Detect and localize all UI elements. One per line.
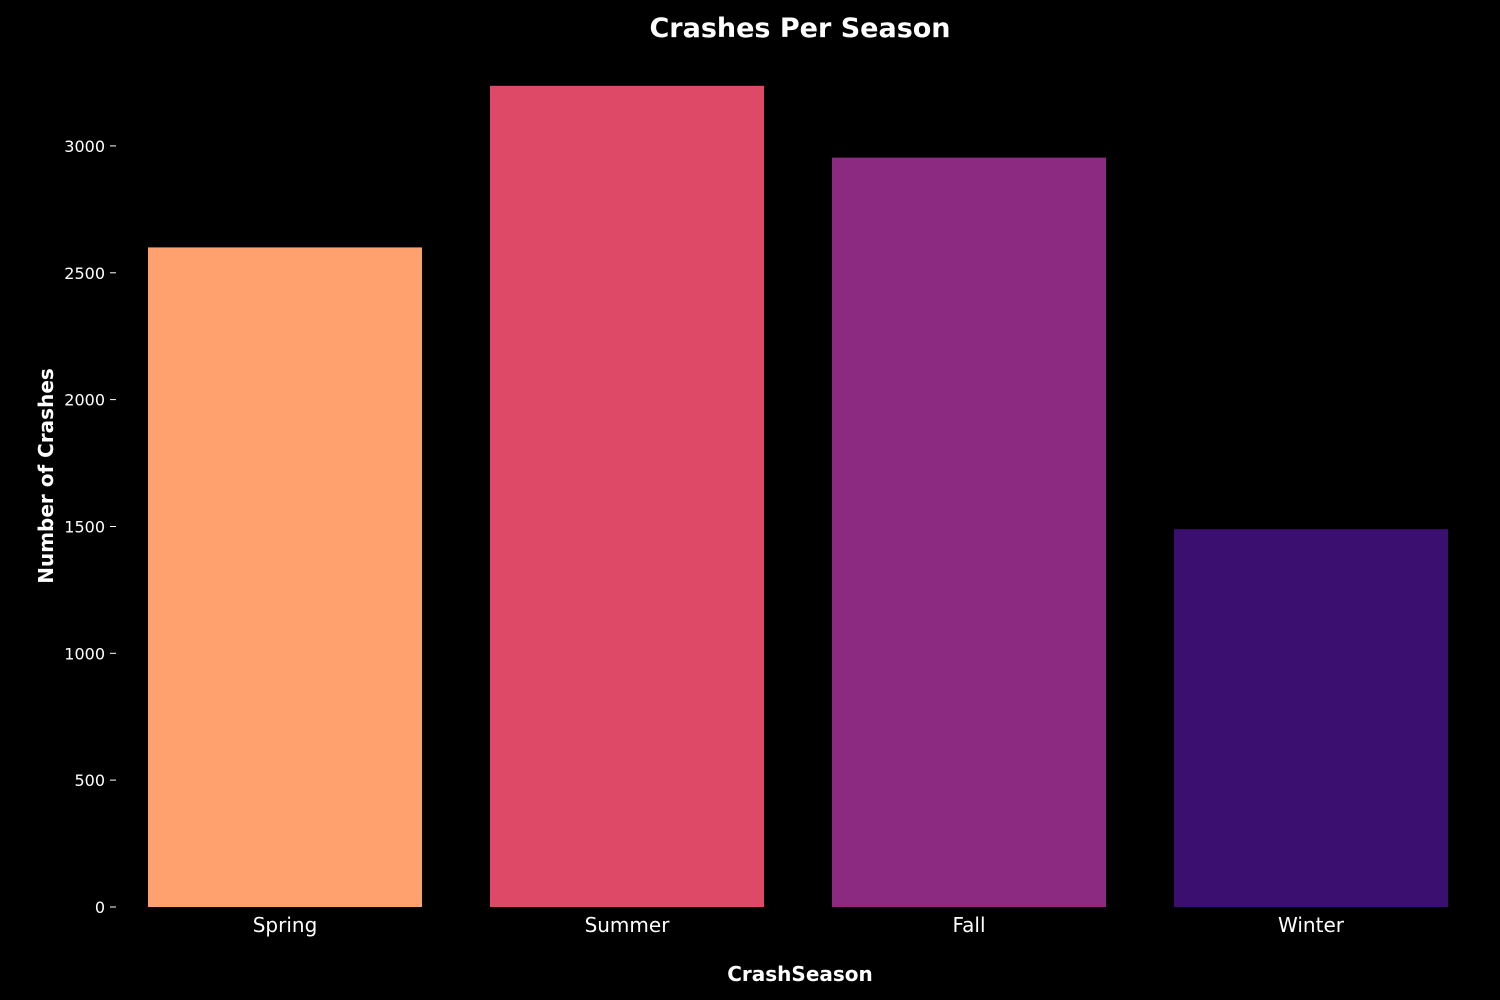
- y-tick-label-3000: 3000: [64, 137, 105, 156]
- x-tick-label-spring: Spring: [253, 913, 318, 937]
- x-tick-label-summer: Summer: [585, 913, 671, 937]
- bar-fall: [832, 157, 1106, 908]
- x-tick-label-fall: Fall: [952, 913, 985, 937]
- x-tick-label-winter: Winter: [1278, 913, 1345, 937]
- bar-winter: [1174, 529, 1448, 907]
- y-axis-label: Number of Crashes: [34, 368, 58, 584]
- bar-summer: [490, 85, 764, 908]
- y-tick-label-2000: 2000: [64, 391, 105, 410]
- bar-spring: [148, 247, 422, 907]
- y-tick-label-1500: 1500: [64, 518, 105, 537]
- y-tick-label-1000: 1000: [64, 644, 105, 663]
- x-axis-label: CrashSeason: [727, 962, 873, 986]
- x-axis: Spring Summer Fall Winter: [253, 913, 1345, 937]
- bars-layer: [148, 85, 1448, 908]
- chart-title: Crashes Per Season: [649, 13, 950, 44]
- y-tick-label-2500: 2500: [64, 264, 105, 283]
- y-tick-label-500: 500: [74, 771, 105, 790]
- y-tick-label-0: 0: [95, 898, 105, 917]
- y-axis: 0 500 1000 1500 2000 2500 3000: [64, 137, 116, 917]
